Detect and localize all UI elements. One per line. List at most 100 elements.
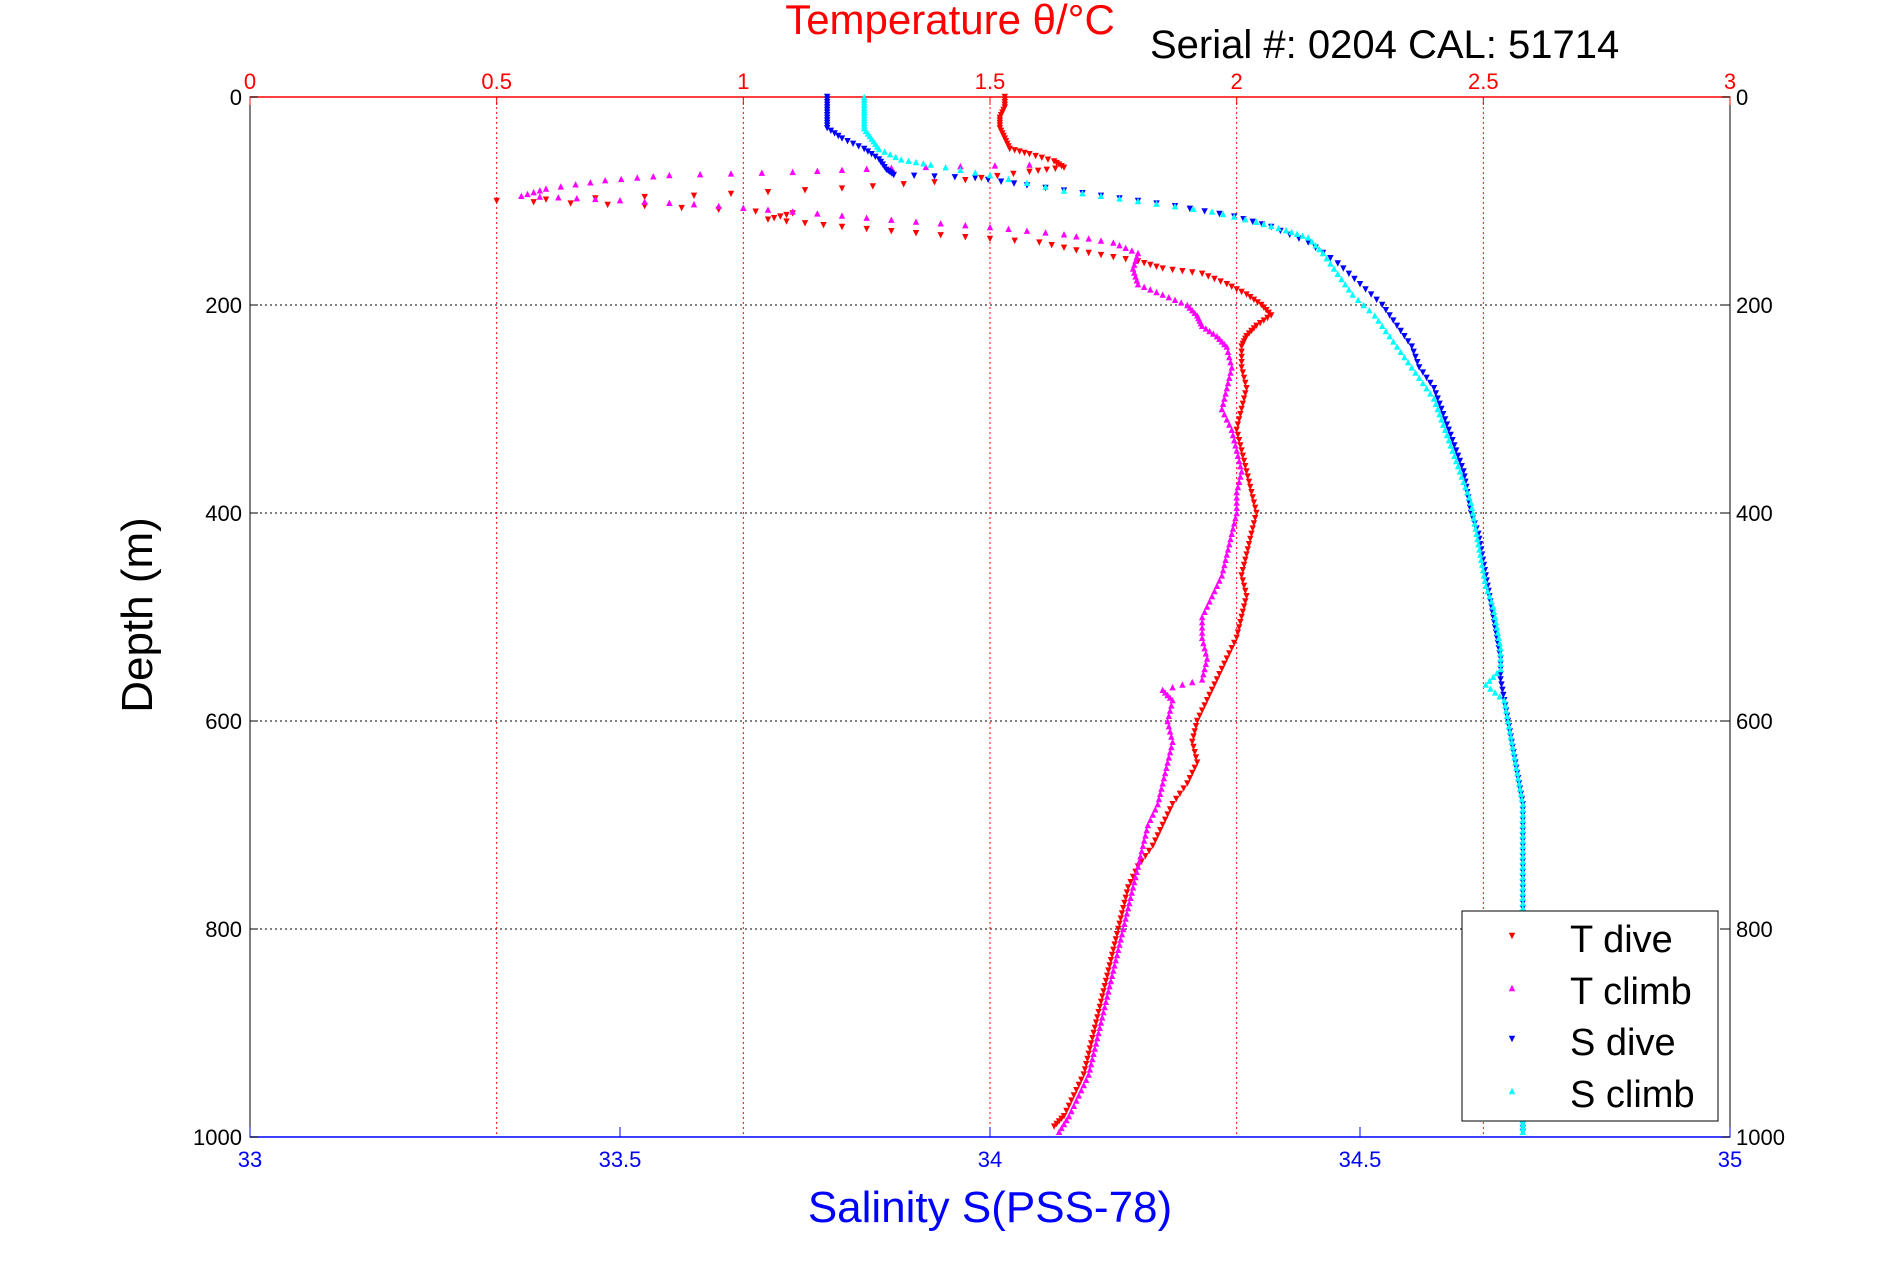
data-point xyxy=(1447,442,1454,449)
data-point xyxy=(530,199,537,206)
data-point xyxy=(1073,1087,1080,1094)
data-point xyxy=(1113,931,1121,938)
data-point xyxy=(1519,1128,1526,1135)
data-point xyxy=(1034,167,1042,175)
data-point xyxy=(838,166,846,173)
data-point xyxy=(875,145,883,153)
data-point xyxy=(1227,535,1234,543)
data-point xyxy=(1371,312,1378,319)
data-point xyxy=(1231,639,1238,647)
data-point xyxy=(1519,847,1526,855)
data-point xyxy=(1511,754,1518,761)
data-point xyxy=(1165,723,1173,730)
data-point xyxy=(1247,483,1254,491)
data-point xyxy=(1519,899,1526,907)
data-point xyxy=(1234,629,1242,636)
data-point xyxy=(1140,837,1148,844)
data-point xyxy=(1412,353,1419,361)
data-point xyxy=(1235,416,1243,423)
y-tick-label-right: 800 xyxy=(1736,917,1773,942)
data-point xyxy=(1414,359,1421,366)
data-point xyxy=(1113,951,1121,959)
data-point xyxy=(1510,749,1517,756)
data-point xyxy=(1083,1076,1090,1083)
data-point xyxy=(801,220,809,227)
data-point xyxy=(641,193,648,201)
data-point xyxy=(1206,691,1213,699)
data-point xyxy=(1245,541,1253,548)
data-point xyxy=(1228,530,1235,537)
data-point xyxy=(986,171,994,179)
legend-box xyxy=(1461,910,1719,1122)
data-point xyxy=(1164,759,1171,766)
data-point xyxy=(1517,790,1525,797)
data-point xyxy=(1196,712,1203,719)
data-point xyxy=(1142,832,1149,839)
data-point xyxy=(1231,213,1238,220)
data-point xyxy=(1498,681,1505,688)
data-point xyxy=(1423,385,1430,392)
data-point xyxy=(1159,291,1166,298)
data-point xyxy=(1171,203,1179,210)
data-point xyxy=(1484,587,1491,595)
data-point xyxy=(1282,226,1290,234)
data-point xyxy=(1345,286,1353,293)
data-point xyxy=(1464,489,1471,496)
data-point xyxy=(1107,957,1115,964)
data-point xyxy=(1430,385,1438,392)
data-point xyxy=(1224,379,1232,387)
data-point xyxy=(1165,712,1173,719)
data-point xyxy=(1519,832,1526,839)
data-point xyxy=(1360,301,1367,309)
data-point xyxy=(1068,1097,1075,1104)
data-point xyxy=(1154,801,1161,808)
data-point xyxy=(931,173,938,180)
data-point xyxy=(1410,348,1417,355)
data-point xyxy=(1453,457,1460,465)
data-point xyxy=(1327,255,1334,262)
data-point xyxy=(1092,1040,1100,1047)
data-point xyxy=(814,210,821,217)
data-point xyxy=(986,235,994,243)
data-point xyxy=(1491,613,1499,621)
data-point xyxy=(1445,437,1452,444)
data-point xyxy=(1412,369,1419,376)
data-point xyxy=(1134,197,1142,205)
data-point xyxy=(1075,1081,1082,1089)
data-point xyxy=(1060,187,1068,194)
data-point xyxy=(1026,168,1033,176)
data-point xyxy=(1095,1009,1102,1016)
data-point xyxy=(1168,733,1175,740)
data-point xyxy=(863,165,870,172)
data-point xyxy=(1239,577,1247,584)
data-point xyxy=(1115,946,1122,953)
data-point xyxy=(1519,1120,1526,1128)
data-point xyxy=(1153,288,1160,296)
legend-label-s-climb: S climb xyxy=(1570,1074,1695,1116)
data-point xyxy=(1237,411,1244,418)
data-point xyxy=(1516,785,1524,792)
data-point xyxy=(1102,977,1110,985)
data-point xyxy=(1164,811,1171,818)
data-point xyxy=(1249,494,1256,501)
legend-label-s-dive: S dive xyxy=(1570,1022,1676,1064)
data-point xyxy=(1171,296,1179,303)
y-tick-label-right: 200 xyxy=(1736,293,1773,318)
data-point xyxy=(678,204,685,212)
data-point xyxy=(1090,1050,1097,1057)
data-point xyxy=(1504,717,1512,725)
data-point xyxy=(1488,598,1495,605)
data-point xyxy=(1238,572,1245,579)
data-point xyxy=(1242,463,1249,470)
legend-marker-t-dive xyxy=(1508,932,1516,940)
data-point xyxy=(1192,723,1200,730)
data-point xyxy=(1106,962,1113,969)
data-point xyxy=(1186,775,1193,782)
data-point xyxy=(1477,556,1485,563)
data-point xyxy=(1222,556,1229,563)
data-point xyxy=(1393,322,1401,329)
data-point xyxy=(1152,837,1159,844)
data-point xyxy=(1099,1014,1106,1021)
data-point xyxy=(573,194,581,202)
